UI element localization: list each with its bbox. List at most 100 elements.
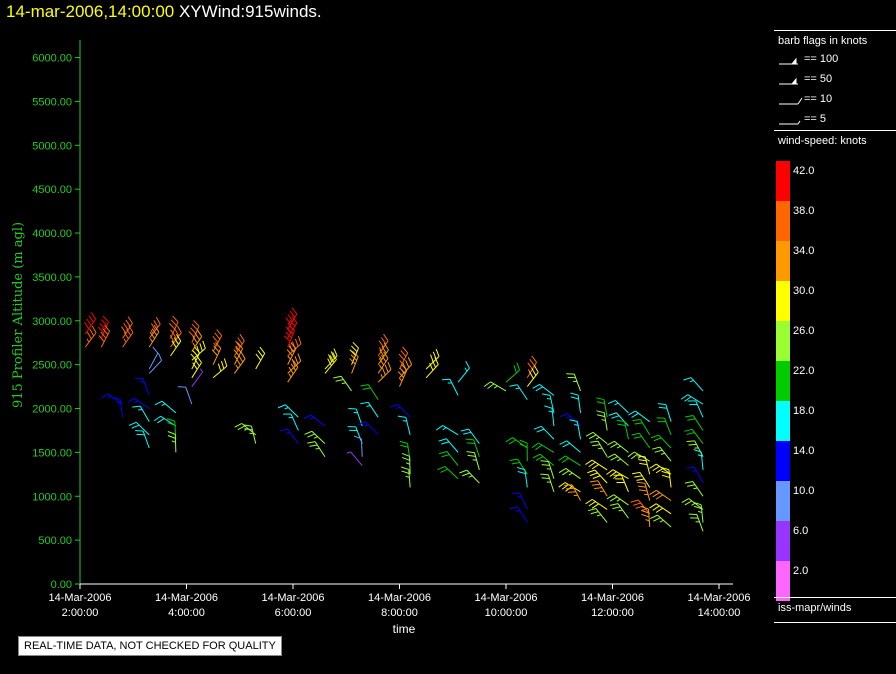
wind-barb [286, 342, 297, 365]
barb-tick [259, 346, 266, 354]
barb-tick [652, 492, 660, 498]
barb-staff [139, 405, 150, 422]
barb-staff [122, 332, 134, 348]
barb-tick [154, 400, 163, 406]
barb-tick [693, 501, 702, 506]
barb-staff [665, 404, 672, 422]
barb-tick [362, 387, 371, 390]
barb-tick [601, 419, 606, 421]
barb-staff [287, 343, 302, 357]
barb-tick [294, 356, 299, 364]
barb-staff [657, 514, 672, 528]
barb-staff [526, 372, 539, 387]
barb-staff [351, 356, 359, 374]
speed-label: 22.0 [793, 365, 815, 377]
barb-tick [98, 335, 105, 342]
barb-tick [661, 470, 670, 475]
barb-tick [88, 315, 94, 323]
barb-tick [216, 329, 223, 336]
barb-tick [86, 338, 90, 343]
barb-tick [610, 443, 618, 449]
barb-tick [126, 328, 132, 336]
wind-barb [84, 325, 97, 348]
x-tick-time: 12:00:00 [591, 607, 634, 619]
barb-tick [546, 397, 551, 400]
barb-tick [238, 354, 244, 363]
speed-swatch [776, 321, 790, 361]
barb-tick [616, 458, 621, 462]
barb-tick [606, 469, 614, 475]
x-tick-date: 14-Mar-2006 [581, 592, 644, 604]
barb-tick [612, 506, 621, 510]
barb-staff [564, 482, 581, 493]
wind-barb [517, 467, 528, 488]
barb-staff [695, 400, 704, 418]
wind-barb [588, 508, 608, 523]
barb-tick [91, 325, 97, 333]
wind-barb [154, 400, 177, 414]
barb-tick [441, 454, 450, 458]
wind-barb [656, 417, 672, 436]
barb-staff [524, 469, 528, 488]
wind-barb [277, 404, 299, 418]
barb-staff [285, 404, 299, 418]
wind-barb [505, 437, 528, 449]
barb-tick [401, 452, 410, 457]
barb-tick [585, 431, 594, 437]
barb-tick [90, 312, 96, 320]
barb-tick [233, 349, 240, 356]
barb-tick [532, 383, 540, 389]
barb-tick [400, 350, 407, 357]
barb-staff [597, 440, 608, 458]
wind-barb [570, 392, 582, 413]
barb-tick [536, 428, 545, 433]
barb-tick [220, 360, 225, 369]
speed-swatch [776, 401, 790, 441]
wind-barb [596, 410, 608, 431]
wind-barb [630, 499, 651, 515]
wind-barb [360, 384, 379, 401]
barb-tick [86, 318, 92, 326]
barb-tick [568, 472, 573, 476]
barb-staff [409, 456, 411, 475]
barb-staff [663, 417, 672, 436]
barb-tick [609, 471, 617, 477]
barb-staff [290, 413, 299, 431]
wind-barb [466, 451, 480, 471]
wind-barb [377, 333, 389, 357]
barb-tick [596, 397, 605, 401]
wind-barb [233, 342, 244, 365]
barb-tick [243, 424, 252, 427]
barb-staff [444, 466, 459, 480]
barb-staff [367, 402, 379, 418]
barb-tick [161, 403, 166, 407]
barb-tick [544, 405, 553, 409]
barb-staff [84, 318, 96, 335]
barb-tick [613, 473, 621, 479]
wind-barbs [84, 307, 704, 532]
barb-tick [644, 493, 649, 496]
wind-barb [532, 453, 555, 466]
barb-staff [135, 421, 150, 436]
barb-tick [157, 352, 163, 361]
barb-staff [613, 494, 629, 506]
barb-tick [653, 517, 661, 522]
barb-tick [617, 423, 626, 427]
speed-swatch [776, 241, 790, 281]
barb-tick [285, 331, 292, 339]
barb-tick [390, 403, 398, 408]
wind-barb [148, 316, 161, 339]
barb-tick [332, 352, 337, 360]
barb-tick [289, 319, 296, 327]
barb-staff [566, 440, 581, 453]
wind-barb [438, 438, 459, 453]
barb-tick [693, 487, 698, 490]
speed-swatch [776, 521, 790, 561]
barb-tick [380, 373, 384, 379]
speed-label: 10.0 [793, 485, 815, 497]
barb-tick [193, 346, 200, 354]
barb-tick [509, 506, 518, 510]
barb-staff [311, 430, 326, 444]
barb-tick [286, 431, 291, 434]
barb-staff [603, 399, 608, 418]
